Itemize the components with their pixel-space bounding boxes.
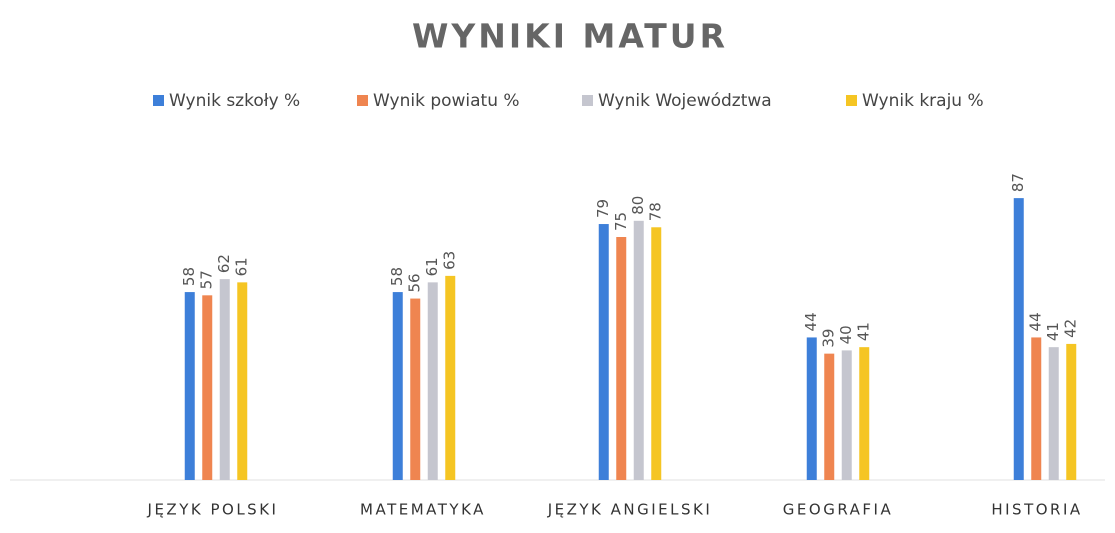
data-label: 58 [388,267,406,286]
bar [427,282,438,480]
bar [859,347,870,480]
data-label: 87 [1009,173,1027,192]
bar [1066,343,1077,480]
chart-title: WYNIKI MATUR [412,17,728,56]
bar [202,295,213,480]
bar [651,227,662,480]
data-label: 61 [423,257,441,276]
data-label: 41 [1044,322,1062,341]
data-label: 56 [406,273,424,292]
data-label: 63 [441,251,459,270]
bar [184,292,195,480]
x-tick-label: GEOGRAFIA [783,501,893,519]
bar [841,350,852,480]
legend-label: Wynik szkoły % [169,91,300,111]
bar [616,237,627,480]
data-label: 57 [198,270,216,289]
legend-label: Wynik Województwa [598,91,772,111]
data-label: 44 [1027,312,1045,331]
x-tick-label: MATEMATYKA [360,501,486,519]
x-tick-label: HISTORIA [991,501,1082,519]
bar [1048,347,1059,480]
bar [392,292,403,480]
data-label: 40 [837,325,855,344]
x-tick-label: JĘZYK POLSKI [147,501,279,519]
legend-swatch [846,95,857,106]
data-label: 41 [855,322,873,341]
bar [633,220,644,481]
legend-swatch [582,95,593,106]
bar [1013,198,1024,480]
legend-swatch [357,95,368,106]
legend-label: Wynik powiatu % [373,91,520,111]
data-label: 80 [629,196,647,215]
data-label: 75 [612,212,630,231]
legend-swatch [153,95,164,106]
data-label: 62 [215,254,233,273]
data-label: 61 [233,257,251,276]
bar [806,337,817,480]
data-label: 79 [594,199,612,218]
data-label: 58 [180,267,198,286]
legend-label: Wynik kraju % [862,91,984,111]
bar [598,224,609,480]
bar [219,279,230,480]
data-label: 42 [1062,319,1080,338]
data-label: 44 [802,312,820,331]
bar [410,298,421,480]
data-label: 39 [820,329,838,348]
bar [1031,337,1042,480]
bar [237,282,248,480]
bar [824,353,835,480]
x-tick-label: JĘZYK ANGIELSKI [547,501,713,519]
data-label: 78 [647,202,665,221]
bar [445,275,456,480]
